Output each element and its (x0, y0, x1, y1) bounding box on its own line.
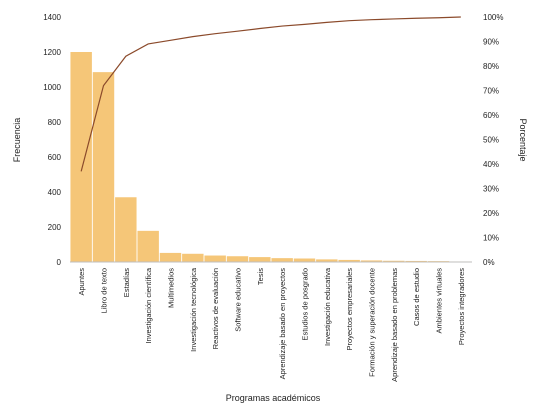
bar (360, 260, 383, 262)
y2-tick-label: 100% (483, 13, 503, 22)
bar (226, 256, 249, 262)
x-category-label: Libro de texto (100, 268, 109, 313)
x-category-label: Proyectos integradores (457, 268, 466, 345)
y-axis-title: Frecuencia (12, 118, 22, 163)
x-category-label: Aprendizaje basado en problemas (390, 268, 399, 382)
x-category-label: Investigación educativa (323, 267, 332, 346)
bar (293, 258, 316, 262)
y2-tick-label: 30% (483, 185, 499, 194)
bar (159, 252, 182, 262)
y2-tick-label: 20% (483, 209, 499, 218)
category-labels: Apuntes Libro de texto Estadías Investigaci… (77, 267, 466, 382)
y-tick-label: 1400 (43, 13, 61, 22)
y2-tick-label: 50% (483, 136, 499, 145)
bar (115, 197, 137, 262)
y2-tick-label: 10% (483, 234, 499, 243)
y2-tick-label: 80% (483, 62, 499, 71)
left-axis-ticks: 0 200 400 600 800 1000 1200 1400 (43, 13, 61, 267)
x-category-label: Aprendizaje basado en proyectos (278, 268, 287, 380)
y2-tick-label: 70% (483, 87, 499, 96)
x-category-label: Casos de estudio (412, 268, 421, 326)
y-tick-label: 400 (48, 188, 62, 197)
x-category-label: Reactivos de evaluación (211, 268, 220, 349)
x-category-label: Apuntes (77, 268, 86, 296)
y2-tick-label: 0% (483, 258, 495, 267)
x-category-label: Estudios de posgrado (301, 268, 310, 341)
y-tick-label: 1000 (43, 83, 61, 92)
x-category-label: Formación y superación docente (368, 268, 377, 377)
bar (70, 52, 92, 262)
bar (316, 259, 338, 263)
bar (92, 72, 115, 263)
bar (383, 260, 405, 262)
bar (338, 259, 360, 262)
x-category-label: Proyectos empresariales (345, 268, 354, 351)
y2-axis-title: Porcentaje (518, 118, 528, 161)
y-tick-label: 200 (48, 223, 62, 232)
x-category-label: Estadías (122, 268, 131, 297)
bar (182, 253, 204, 262)
y2-tick-label: 60% (483, 111, 499, 120)
x-category-label: Software educativo (234, 268, 243, 332)
x-category-label: Investigación tecnológica (189, 267, 198, 352)
x-category-label: Multimedios (167, 268, 176, 308)
cumulative-line-layer (80, 16, 461, 172)
bar (204, 255, 226, 262)
x-category-label: Tesis (256, 268, 265, 285)
bar (249, 257, 271, 262)
x-category-label: Investigación científica (144, 267, 153, 343)
y-tick-label: 800 (48, 118, 62, 127)
bar (405, 260, 427, 262)
bar (137, 230, 159, 262)
y-tick-label: 1200 (43, 48, 61, 57)
bar (271, 258, 293, 262)
y2-tick-label: 90% (483, 38, 499, 47)
y2-tick-label: 40% (483, 160, 499, 169)
x-axis-title: Programas académicos (226, 393, 321, 403)
y-tick-label: 0 (57, 258, 62, 267)
y-tick-label: 600 (48, 153, 62, 162)
right-axis-ticks: 0% 10% 20% 30% 40% 50% 60% 70% 80% 90% 100% (483, 13, 503, 267)
x-category-label: Ambientes virtuales (435, 268, 444, 334)
cumulative-percentage-line (80, 16, 461, 172)
bars-layer (70, 52, 472, 263)
